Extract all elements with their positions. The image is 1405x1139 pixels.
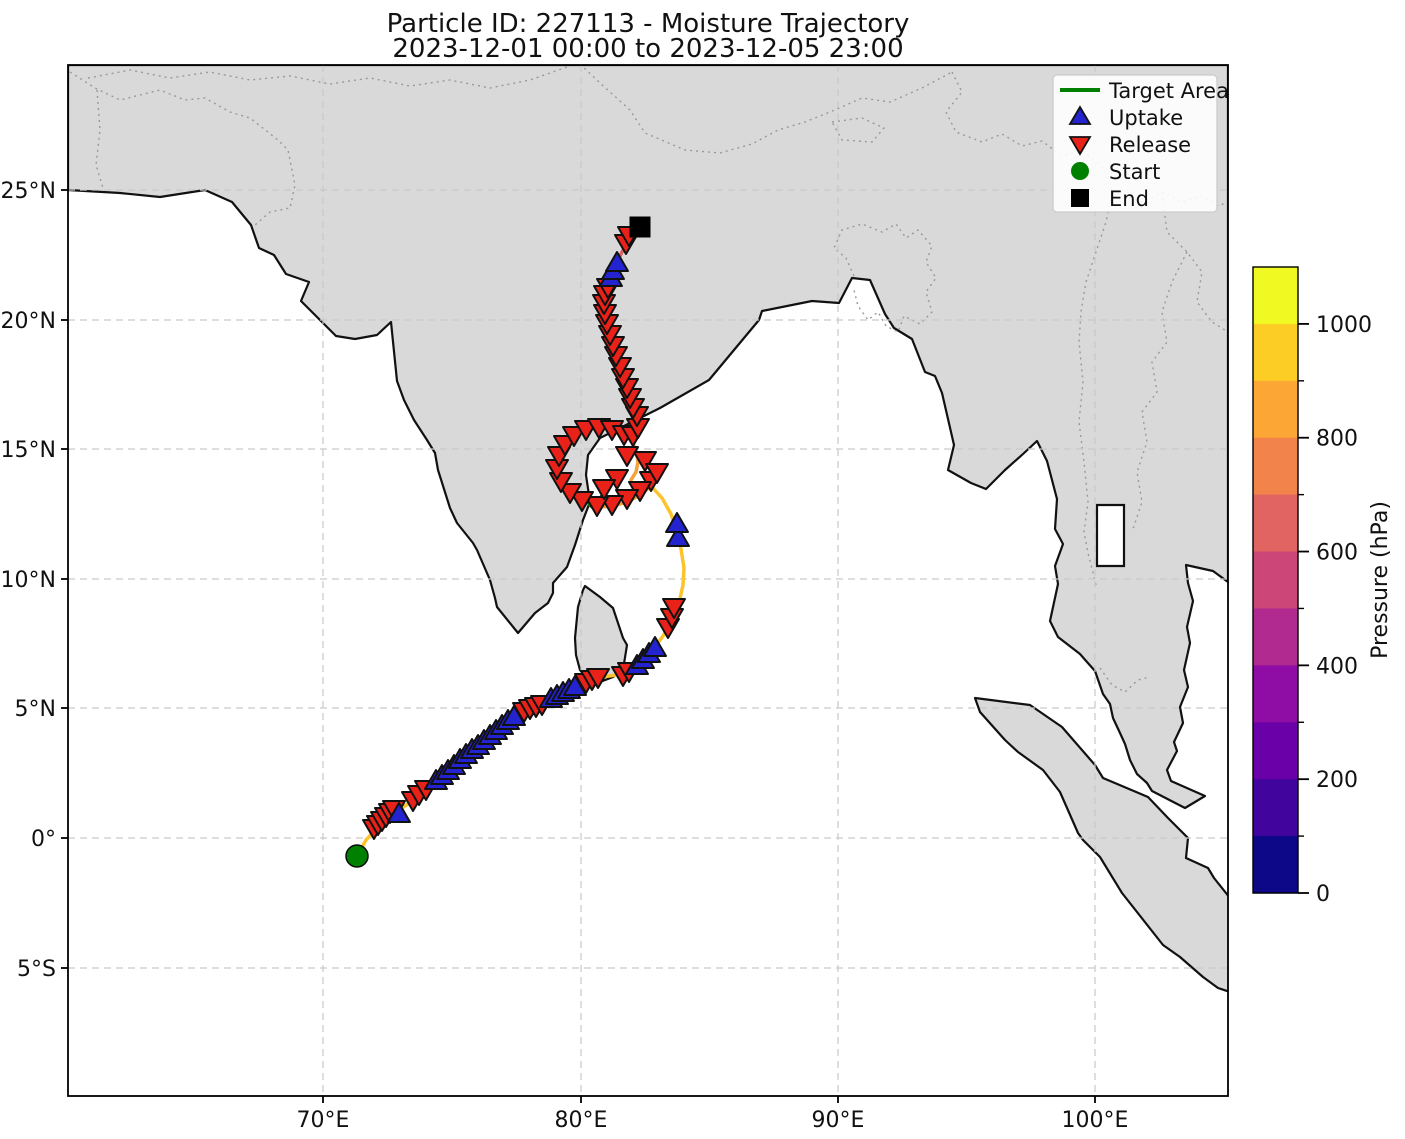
y-tick-label: 20°N (1, 309, 56, 334)
x-tick-label: 100°E (1062, 1108, 1129, 1133)
graticule-gridlines (68, 65, 1228, 1096)
legend-box (1052, 74, 1218, 213)
legend-item-label: Target Area (1108, 79, 1229, 103)
release-marker (562, 426, 586, 447)
uptake-marker (665, 512, 689, 533)
uptake-marker (387, 802, 411, 823)
colorbar-axis-label: Pressure (hPa) (1368, 501, 1393, 659)
colorbar-tick-label: 600 (1316, 541, 1358, 566)
colorbar-segment (1253, 836, 1298, 894)
release-marker (592, 479, 616, 500)
release-marker (633, 451, 657, 472)
coastline-martaban-inlet (1095, 503, 1126, 568)
colorbar-segment (1253, 323, 1298, 382)
legend-item-label: Release (1109, 133, 1191, 157)
axis-ticks: 70°E 80°E 90°E 100°E 25°N 20°N 15°N 10°N 5°N 0° 5°… (1, 179, 1129, 1133)
colorbar-segment (1253, 779, 1298, 837)
y-tick-label: 10°N (1, 568, 56, 593)
colorbar-segment (1253, 494, 1298, 553)
colorbar-segment (1253, 267, 1298, 325)
y-tick-label: 0° (31, 827, 56, 852)
y-tick-label: 5°N (15, 697, 56, 722)
colorbar-tick-label: 800 (1316, 427, 1358, 452)
colorbar-segment (1253, 722, 1298, 780)
colorbar-tick-label: 200 (1316, 768, 1358, 793)
uptake-marker (563, 675, 587, 696)
y-tick-label: 25°N (1, 179, 56, 204)
colorbar-segment (1253, 665, 1298, 723)
release-marker (645, 463, 669, 484)
coastline-asia-mainland (68, 65, 1228, 810)
chart-subtitle: 2023-12-01 00:00 to 2023-12-05 23:00 (392, 34, 903, 64)
colorbar-segment (1253, 551, 1298, 610)
chart-title: Particle ID: 227113 - Moisture Trajector… (387, 9, 910, 39)
colorbar-tick-label: 0 (1316, 882, 1330, 907)
release-marker (558, 483, 582, 504)
colorbar-frame (1252, 266, 1299, 894)
x-tick-label: 70°E (297, 1108, 350, 1133)
legend-release-swatch (1068, 136, 1092, 156)
legend-item-label: Start (1109, 160, 1160, 184)
release-marker (615, 446, 639, 467)
y-tick-label: 15°N (1, 438, 56, 463)
legend-uptake-swatch (1068, 105, 1092, 125)
end-marker (629, 216, 651, 238)
colorbar-tick-label: 1000 (1316, 313, 1372, 338)
x-tick-label: 90°E (812, 1108, 865, 1133)
start-marker (345, 844, 369, 868)
legend-start-swatch (1071, 162, 1089, 180)
legend-item-label: End (1109, 187, 1149, 211)
pressure-colorbar: 0 200 400 600 800 1000 Pressure (hPa) (1252, 266, 1393, 907)
uptake-marker (643, 636, 667, 657)
coastline-sumatra (973, 696, 1228, 993)
trajectory-layer (345, 216, 690, 868)
release-marker (586, 668, 610, 689)
legend-item-label: Uptake (1109, 106, 1183, 130)
release-marker (585, 496, 609, 517)
legend: Target Area Uptake Release Start End (1052, 74, 1229, 213)
uptake-marker (605, 251, 629, 272)
uptake-marker (502, 705, 526, 726)
legend-end-swatch (1071, 189, 1089, 207)
y-tick-label: 5°S (17, 957, 56, 982)
colorbar-segment (1253, 380, 1298, 439)
colorbar-tick-label: 400 (1316, 654, 1358, 679)
uptake-marker (666, 526, 690, 547)
release-marker (570, 491, 594, 512)
colorbar-segment (1253, 608, 1298, 666)
x-tick-label: 80°E (555, 1108, 608, 1133)
release-marker (662, 598, 686, 619)
plot-frame (67, 64, 1229, 1097)
colorbar-segment (1253, 437, 1298, 496)
